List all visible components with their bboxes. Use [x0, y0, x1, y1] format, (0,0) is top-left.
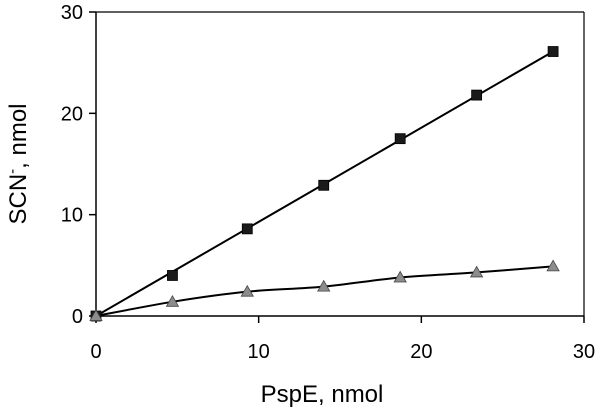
ticks: 0 10 20 30 0 10 20 30	[61, 2, 595, 363]
plot-area	[95, 11, 585, 317]
x-tick-label: 20	[410, 341, 432, 363]
x-tick-label: 30	[573, 341, 595, 363]
series-2-triangle-marker	[393, 270, 407, 283]
data-markers	[89, 46, 560, 322]
x-tick-label: 0	[90, 341, 101, 363]
series-1-square-marker	[167, 270, 178, 281]
series-2-triangle-marker	[469, 265, 484, 278]
series-2-triangle-marker	[546, 259, 560, 272]
y-axis-title-superscript: -	[4, 169, 21, 174]
y-axis-title: SCN-, nmol	[4, 103, 32, 224]
y-axis-title-rest: , nmol	[5, 103, 32, 168]
y-tick-label: 20	[61, 103, 83, 125]
series-1-square-marker	[241, 223, 253, 235]
series-2-triangle-marker	[165, 295, 180, 307]
series-1-square-marker	[471, 89, 483, 101]
series-2-triangle-marker	[89, 309, 103, 321]
series-1-square-marker	[318, 179, 330, 191]
x-axis-title: PspE, nmol	[261, 381, 384, 408]
series-2-triangle-marker	[240, 284, 254, 297]
series-1-square-marker	[547, 46, 559, 57]
y-tick-label: 30	[61, 2, 83, 24]
y-axis-title-main: SCN	[5, 174, 32, 225]
series-2-triangle-marker	[317, 279, 331, 292]
series-1-square-marker	[394, 133, 406, 145]
x-tick-label: 10	[248, 341, 270, 363]
y-tick-label: 10	[61, 205, 83, 227]
y-tick-label: 0	[72, 306, 83, 328]
